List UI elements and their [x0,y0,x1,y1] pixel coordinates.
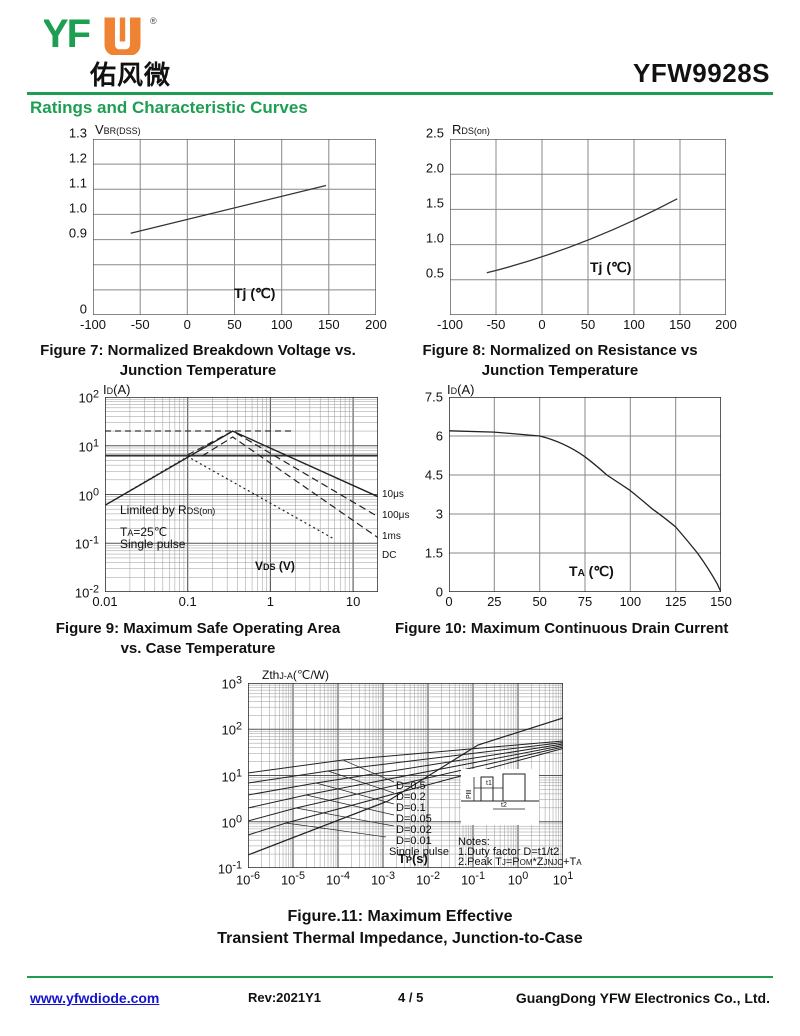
svg-text:t2: t2 [501,802,507,809]
svg-text:t1: t1 [486,780,492,787]
svg-text:YF: YF [44,15,90,55]
svg-text:®: ® [150,16,157,26]
svg-text:PⅢ: PⅢ [466,789,473,799]
